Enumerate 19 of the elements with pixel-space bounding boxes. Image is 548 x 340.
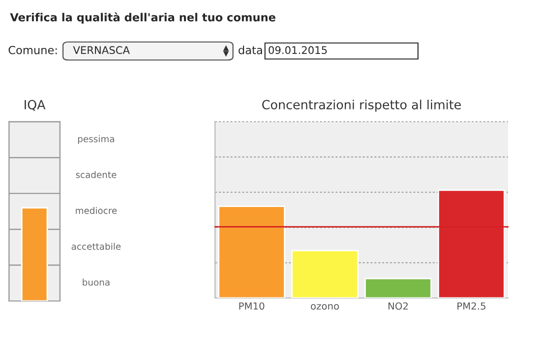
bar	[218, 206, 286, 298]
band-label: pessima	[78, 135, 114, 144]
x-tick-label: PM2.5	[457, 302, 486, 310]
text: Comune:	[8, 46, 57, 54]
text: 09.01.2015	[268, 46, 327, 54]
chart-title: Concentrazioni rispetto al limite	[262, 100, 461, 112]
x-tick-label: NO2	[388, 302, 408, 310]
band-label: accettabile	[72, 242, 121, 250]
band-label: scadente	[76, 171, 116, 178]
text: data	[238, 46, 262, 54]
band-label: mediocre	[76, 206, 117, 214]
bar	[291, 250, 359, 298]
chart-title: IQA	[24, 100, 46, 111]
x-tick-label: ozono	[310, 304, 339, 310]
band-label: buona	[82, 278, 110, 286]
text: VERNASCA	[73, 46, 130, 54]
bar	[364, 278, 432, 298]
text: Verifica la qualità dell'aria nel tuo comune	[10, 12, 276, 24]
x-tick-label: PM10	[239, 302, 264, 310]
